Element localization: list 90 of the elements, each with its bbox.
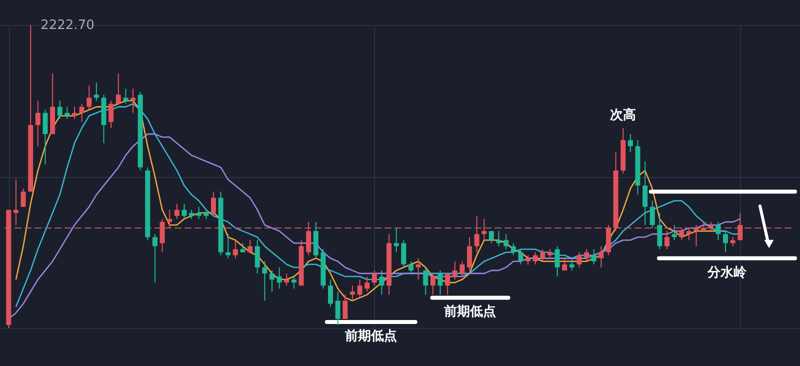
candlestick: [716, 221, 721, 241]
candlestick: [160, 218, 165, 253]
annotation: 2222.70: [40, 18, 94, 33]
candlestick: [262, 260, 268, 302]
candlestick: [254, 240, 260, 274]
candlestick: [342, 294, 348, 320]
candlestick: [116, 72, 121, 104]
candlestick: [210, 191, 216, 216]
candlestick: [204, 209, 209, 220]
candlestick: [108, 100, 114, 129]
candlestick: [569, 258, 574, 271]
candlestick: [79, 103, 84, 122]
candlestick: [452, 260, 458, 280]
candlestick: [152, 234, 158, 284]
ref-line-label: 分水岭: [706, 265, 748, 280]
candlestick: [306, 221, 312, 256]
candlestick: [372, 270, 377, 286]
candlestick: [276, 266, 282, 290]
candlestick: [232, 240, 238, 259]
candlestick: [416, 258, 421, 280]
candlestick: [379, 270, 384, 296]
candlestick: [540, 248, 546, 262]
candlestick: [123, 88, 128, 104]
candlestick: [167, 209, 172, 229]
candlestick: [42, 109, 48, 165]
candlestick: [547, 248, 552, 259]
candlestick: [394, 228, 399, 253]
candlestick: [664, 230, 670, 250]
annotation: 次高: [610, 107, 636, 124]
candlestick: [482, 218, 487, 241]
candlestick: [20, 188, 26, 208]
candlestick: [226, 234, 231, 259]
candlestick: [474, 215, 480, 253]
candlestick: [723, 230, 728, 253]
candlestick: [357, 279, 362, 298]
candlestick: [328, 279, 334, 308]
candlestick: [174, 203, 180, 220]
candlestick: [408, 260, 414, 274]
candlestick: [196, 206, 202, 220]
candlestick: [86, 85, 92, 110]
candlestick: [686, 228, 692, 241]
candlestick: [291, 276, 296, 290]
candlestick: [679, 228, 684, 241]
candlestick: [526, 254, 531, 265]
ref-line-label: 前期低点: [443, 304, 496, 320]
candlestick: [350, 285, 355, 302]
candlestick: [269, 270, 274, 292]
candlestick: [738, 212, 743, 241]
candlestick: [430, 272, 436, 296]
candlestick: [335, 291, 340, 326]
candlestick: [445, 272, 450, 296]
candlestick: [72, 106, 77, 120]
candlestick: [466, 236, 472, 271]
candlestick: [598, 246, 604, 268]
candlestick: [284, 272, 290, 286]
ref-line-label: 前期低点: [344, 328, 398, 344]
candlestick: [510, 242, 516, 256]
candlestick: [576, 252, 582, 268]
candlestick: [591, 248, 596, 265]
candlestick: [672, 224, 677, 241]
candlestick: [518, 248, 524, 265]
candlestick: [628, 134, 633, 153]
candlestick: [488, 230, 494, 244]
candlestick: [504, 234, 509, 250]
candlestick: [35, 100, 40, 147]
candlestick: [248, 240, 253, 253]
candlestick: [423, 266, 428, 296]
candlestick: [532, 252, 538, 265]
candlestick: [694, 224, 699, 247]
candlestick: [13, 179, 18, 226]
candlestick: [708, 221, 714, 232]
candlestick: [57, 100, 62, 120]
candlestick: [189, 209, 194, 220]
candlestick: [460, 260, 465, 277]
candlestick: [584, 248, 590, 262]
candlestick: [94, 82, 99, 102]
candlestick: [240, 242, 246, 253]
candlestick: [650, 200, 655, 229]
candlestick: [554, 246, 560, 277]
candlestick: [496, 230, 502, 247]
candlestick: [438, 270, 443, 296]
candlestick: [364, 276, 370, 292]
candlestick: [401, 240, 406, 268]
candlestick: [64, 106, 70, 120]
candlestick: [130, 88, 136, 114]
candlestick: [730, 236, 736, 247]
candlestick: [657, 212, 662, 250]
candlestick: [642, 160, 648, 226]
candlestick: [562, 258, 568, 271]
candlestick: [182, 203, 187, 220]
